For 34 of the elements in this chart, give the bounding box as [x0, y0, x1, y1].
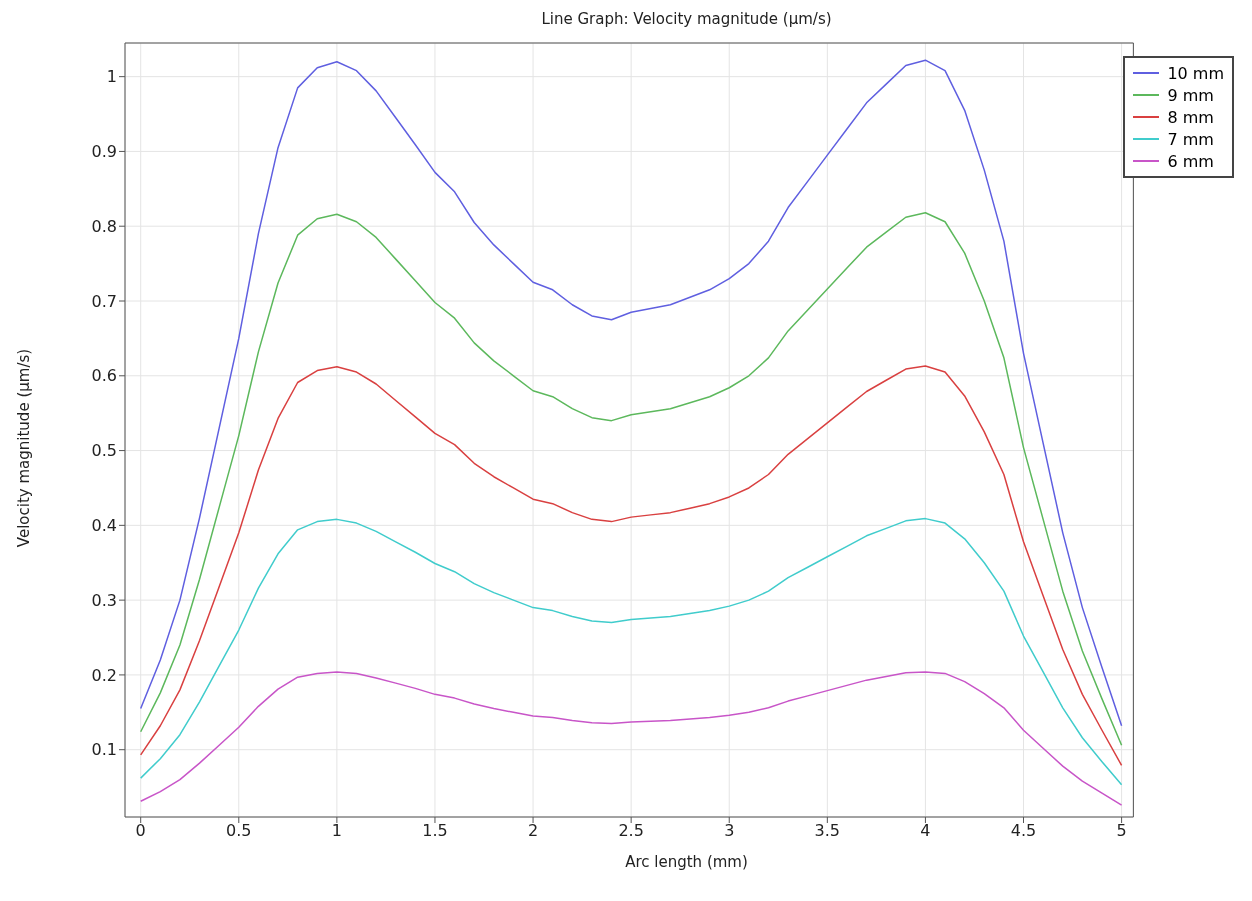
- y-tick-label: 0.4: [91, 516, 117, 536]
- y-axis-title: Velocity magnitude (µm/s): [15, 348, 33, 548]
- y-tick-label: 0.1: [91, 740, 117, 760]
- x-tick-label: 3.5: [814, 821, 841, 841]
- y-tick-label: 0.6: [91, 366, 117, 386]
- line-series: [139, 212, 1123, 746]
- y-tick-label: 0.5: [91, 441, 117, 461]
- x-tick-label: 1: [331, 821, 342, 841]
- y-tick-label: 1: [106, 67, 117, 87]
- x-axis-title: Arc length (mm): [624, 853, 749, 871]
- x-tick-label: 3: [724, 821, 735, 841]
- y-tick-label: 0.7: [91, 291, 117, 311]
- line-series: [139, 671, 1123, 806]
- x-tick-label: 2.5: [618, 821, 644, 841]
- line-series: [139, 365, 1123, 767]
- line-series: [139, 517, 1123, 786]
- x-tick-label: 2: [527, 821, 539, 841]
- x-tick-label: 0.5: [226, 821, 252, 841]
- y-tick-label: 0.8: [91, 216, 117, 236]
- legend-label: 7 mm: [1167, 129, 1214, 149]
- x-tick-label: 4: [920, 821, 931, 841]
- x-tick-label: 4.5: [1010, 821, 1037, 841]
- legend-label: 6 mm: [1167, 151, 1214, 171]
- x-tick-label: 0: [135, 821, 146, 841]
- y-tick-label: 0.3: [91, 590, 117, 610]
- legend-label: 8 mm: [1167, 107, 1214, 127]
- chart-title: Line Graph: Velocity magnitude (µm/s): [540, 10, 833, 28]
- legend-label: 10 mm: [1167, 63, 1224, 83]
- y-tick-label: 0.9: [91, 142, 117, 162]
- x-tick-label: 1.5: [422, 821, 448, 841]
- line-series: [139, 59, 1123, 727]
- x-tick-label: 5: [1116, 821, 1127, 841]
- legend-label: 9 mm: [1167, 85, 1214, 105]
- y-tick-label: 0.2: [91, 665, 117, 685]
